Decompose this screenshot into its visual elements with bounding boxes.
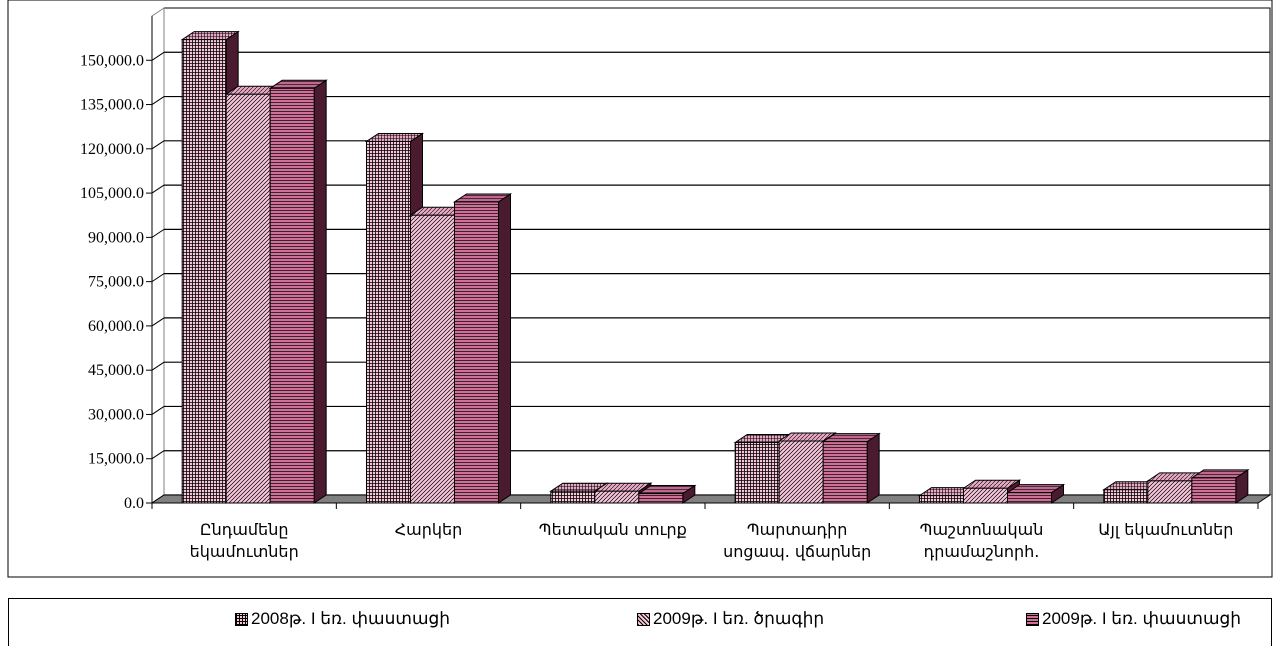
y-tick-label: 150,000.0	[80, 52, 144, 69]
gridline-side	[151, 96, 165, 105]
bar-front-face	[410, 214, 455, 504]
y-tick-label: 45,000.0	[88, 362, 144, 379]
legend: 2008թ. I եռ. փաստացի 2009թ. I եռ. ծրագիր…	[8, 598, 1272, 646]
bar-front-face	[1191, 477, 1237, 504]
gridline-side	[151, 228, 165, 238]
bar-0-2	[268, 79, 328, 504]
bar-front-face	[1147, 480, 1193, 504]
chart-svg: 0.0 15,000.0 30,000.0 45,000.0 60,000.0 75,00…	[7, 0, 1273, 578]
y-tick-label: 105,000.0	[80, 185, 144, 202]
bar-front-face	[366, 140, 411, 504]
bar-front-face	[181, 39, 227, 504]
bar-1-2	[452, 193, 513, 504]
gridlines	[151, 51, 1270, 504]
bar-front-face	[269, 87, 315, 504]
bar-front-face	[1007, 492, 1052, 504]
gridline-side	[151, 273, 165, 283]
legend-label: 2009թ. I եռ. ծրագիր	[653, 609, 825, 628]
bar-front-face	[919, 495, 964, 504]
gridline-side	[151, 140, 165, 150]
chart-border	[7, 0, 1273, 578]
x-tick-label: Ընդամենը	[200, 520, 289, 539]
bar-4-1	[961, 479, 1022, 504]
x-tick-label: սոցապ. վճարներ	[723, 542, 871, 561]
y-tick-label: 15,000.0	[88, 451, 144, 468]
x-axis: Ընդամենը եկամուտներ Հարկեր Պետական տուրք Պար…	[151, 502, 1259, 561]
x-tick-label: Հարկեր	[395, 520, 463, 539]
bar-front-face	[550, 490, 596, 504]
bar-front-face	[638, 493, 684, 504]
y-tick-label: 30,000.0	[88, 406, 144, 423]
y-tick-label: 60,000.0	[88, 318, 144, 335]
bar-front-face	[734, 441, 780, 504]
bar-3-2	[821, 432, 881, 504]
gridline-side	[151, 317, 165, 327]
bar-front-face	[822, 441, 868, 504]
bar-front-face	[225, 93, 271, 504]
x-tick-label: Պետական տուրք	[539, 520, 687, 539]
legend-label: 2008թ. I եռ. փաստացի	[251, 609, 451, 628]
bars	[180, 30, 1250, 504]
bar-5-2	[1190, 468, 1250, 504]
legend-entry-series-1: 2009թ. I եռ. ծրագիր	[637, 609, 824, 629]
bar-2-2	[637, 484, 697, 504]
x-tick-label: եկամուտներ	[190, 542, 299, 561]
legend-swatch-icon	[637, 612, 650, 626]
legend-label: 2009թ. I եռ. փաստացի	[1042, 609, 1242, 628]
chart-frame: 0.0 15,000.0 30,000.0 45,000.0 60,000.0 75,00…	[7, 0, 1273, 578]
bar-front-face	[963, 487, 1008, 504]
gridline-side	[151, 51, 165, 61]
side-wall	[151, 7, 165, 504]
y-axis: 0.0 15,000.0 30,000.0 45,000.0 60,000.0 75,00…	[80, 16, 153, 512]
back-wall	[163, 7, 1271, 496]
bar-front-face	[778, 440, 824, 504]
bar-front-face	[454, 201, 499, 504]
x-tick-label: Պարտադիր	[747, 520, 848, 539]
y-tick-label: 0.0	[124, 495, 144, 512]
y-tick-label: 75,000.0	[88, 274, 144, 291]
y-tick-label: 120,000.0	[80, 141, 144, 158]
bar-side-face	[498, 193, 511, 504]
gridline-side	[151, 450, 165, 460]
bar-front-face	[1103, 489, 1149, 504]
x-tick-label: դրամաշնորհ.	[924, 542, 1040, 561]
legend-entry-series-0: 2008թ. I եռ. փաստացի	[235, 609, 450, 629]
x-tick-label: Պաշտոնական	[920, 520, 1044, 539]
bar-side-face	[866, 432, 880, 504]
x-tick-label: Այլ եկամուտներ	[1098, 520, 1233, 539]
legend-swatch-icon	[235, 612, 248, 626]
legend-entry-series-2: 2009թ. I եռ. փաստացի	[1026, 609, 1241, 629]
y-tick-label: 90,000.0	[88, 229, 144, 246]
gridline-side	[151, 406, 165, 415]
gridline-side	[151, 184, 165, 194]
bar-side-face	[313, 79, 327, 504]
legend-swatch-icon	[1026, 612, 1039, 626]
bar-4-2	[1005, 483, 1066, 504]
y-tick-label: 135,000.0	[80, 97, 144, 114]
bar-front-face	[594, 490, 640, 504]
gridline-side	[151, 361, 165, 371]
